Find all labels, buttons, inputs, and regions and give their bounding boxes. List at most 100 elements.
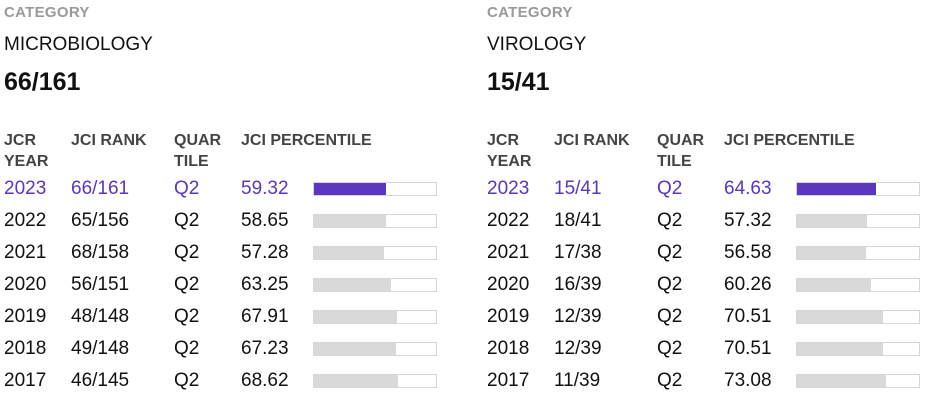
quartile-cell: Q2 xyxy=(657,338,683,359)
header-jcr-year: JCR YEAR xyxy=(487,132,532,170)
year-cell: 2023 xyxy=(4,178,47,199)
percentile-cell: 70.51 xyxy=(724,306,772,327)
percentile-bar-fill xyxy=(797,311,884,323)
percentile-bar-fill xyxy=(797,247,867,259)
percentile-bar-fill xyxy=(797,215,867,227)
category-panel-virology: CATEGORY VIROLOGY 15/41 JCR YEAR JCI RAN… xyxy=(487,0,927,400)
table-row: 2017 11/39 Q2 73.08 xyxy=(487,366,927,398)
quartile-cell: Q2 xyxy=(657,242,683,263)
quartile-cell: Q2 xyxy=(657,274,683,295)
year-cell: 2018 xyxy=(4,338,47,359)
rank-table-rows: 2023 66/161 Q2 59.32 2022 65/156 Q2 58.65 2021 68… xyxy=(4,174,444,398)
table-row: 2019 12/39 Q2 70.51 xyxy=(487,302,927,334)
category-rank: 66/161 xyxy=(4,68,81,96)
percentile-bar xyxy=(313,310,437,324)
rank-cell: 12/39 xyxy=(554,306,602,327)
quartile-cell: Q2 xyxy=(657,306,683,327)
percentile-bar-fill xyxy=(797,279,871,291)
table-row: 2020 56/151 Q2 63.25 xyxy=(4,270,444,302)
header-jci-rank: JCI RANK xyxy=(71,132,147,149)
quartile-cell: Q2 xyxy=(174,274,200,295)
header-jci-percentile: JCI PERCENTILE xyxy=(724,132,855,149)
percentile-bar xyxy=(313,246,437,260)
category-label: CATEGORY xyxy=(4,4,90,21)
percentile-cell: 59.32 xyxy=(241,178,289,199)
table-row: 2021 68/158 Q2 57.28 xyxy=(4,238,444,270)
percentile-bar xyxy=(313,342,437,356)
percentile-bar xyxy=(313,374,437,388)
year-cell: 2018 xyxy=(487,338,530,359)
quartile-cell: Q2 xyxy=(174,370,200,391)
table-row: 2023 15/41 Q2 64.63 xyxy=(487,174,927,206)
rank-cell: 17/38 xyxy=(554,242,602,263)
table-row: 2018 49/148 Q2 67.23 xyxy=(4,334,444,366)
rank-cell: 12/39 xyxy=(554,338,602,359)
year-cell: 2019 xyxy=(487,306,530,327)
percentile-cell: 56.58 xyxy=(724,242,772,263)
rank-cell: 18/41 xyxy=(554,210,602,231)
table-row: 2019 48/148 Q2 67.91 xyxy=(4,302,444,334)
year-cell: 2023 xyxy=(487,178,530,199)
percentile-cell: 68.62 xyxy=(241,370,289,391)
header-quartile: QUARTILE xyxy=(174,132,222,170)
table-row: 2022 65/156 Q2 58.65 xyxy=(4,206,444,238)
category-rank: 15/41 xyxy=(487,68,550,96)
percentile-cell: 63.25 xyxy=(241,274,289,295)
table-row: 2020 16/39 Q2 60.26 xyxy=(487,270,927,302)
rank-cell: 11/39 xyxy=(554,370,601,391)
header-jci-rank: JCI RANK xyxy=(554,132,630,149)
percentile-cell: 67.91 xyxy=(241,306,289,327)
percentile-bar-fill xyxy=(314,343,397,355)
quartile-cell: Q2 xyxy=(657,178,683,199)
quartile-cell: Q2 xyxy=(174,338,200,359)
header-jci-percentile: JCI PERCENTILE xyxy=(241,132,372,149)
header-jcr-year: JCR YEAR xyxy=(4,132,49,170)
rank-cell: 68/158 xyxy=(71,242,130,263)
percentile-cell: 57.32 xyxy=(724,210,772,231)
rank-cell: 16/39 xyxy=(554,274,602,295)
table-row: 2017 46/145 Q2 68.62 xyxy=(4,366,444,398)
category-name: VIROLOGY xyxy=(487,34,587,55)
percentile-cell: 67.23 xyxy=(241,338,289,359)
percentile-cell: 73.08 xyxy=(724,370,772,391)
percentile-bar-fill xyxy=(797,343,884,355)
table-row: 2018 12/39 Q2 70.51 xyxy=(487,334,927,366)
year-cell: 2017 xyxy=(4,370,47,391)
percentile-bar-fill xyxy=(314,311,397,323)
percentile-bar xyxy=(796,374,920,388)
rank-table-rows: 2023 15/41 Q2 64.63 2022 18/41 Q2 57.32 2021 17/3… xyxy=(487,174,927,398)
rank-cell: 65/156 xyxy=(71,210,130,231)
percentile-bar xyxy=(796,214,920,228)
percentile-bar-fill xyxy=(314,375,398,387)
percentile-bar xyxy=(796,182,920,196)
rank-cell: 15/41 xyxy=(554,178,602,199)
table-row: 2022 18/41 Q2 57.32 xyxy=(487,206,927,238)
quartile-cell: Q2 xyxy=(174,242,200,263)
percentile-bar-fill xyxy=(797,375,887,387)
percentile-bar-fill xyxy=(797,183,876,195)
percentile-cell: 60.26 xyxy=(724,274,772,295)
year-cell: 2021 xyxy=(487,242,530,263)
table-row: 2023 66/161 Q2 59.32 xyxy=(4,174,444,206)
rank-cell: 56/151 xyxy=(71,274,130,295)
percentile-cell: 64.63 xyxy=(724,178,772,199)
year-cell: 2020 xyxy=(4,274,47,295)
percentile-cell: 57.28 xyxy=(241,242,289,263)
percentile-bar-fill xyxy=(314,183,387,195)
quartile-cell: Q2 xyxy=(174,178,200,199)
quartile-cell: Q2 xyxy=(657,210,683,231)
rank-cell: 49/148 xyxy=(71,338,130,359)
percentile-bar xyxy=(313,214,437,228)
category-name: MICROBIOLOGY xyxy=(4,34,153,55)
header-quartile: QUARTILE xyxy=(657,132,705,170)
year-cell: 2020 xyxy=(487,274,530,295)
rank-cell: 46/145 xyxy=(71,370,130,391)
category-panel-microbiology: CATEGORY MICROBIOLOGY 66/161 JCR YEAR JC… xyxy=(4,0,444,400)
percentile-bar xyxy=(313,182,437,196)
rank-cell: 66/161 xyxy=(71,178,130,199)
year-cell: 2017 xyxy=(487,370,530,391)
year-cell: 2022 xyxy=(4,210,47,231)
category-label: CATEGORY xyxy=(487,4,573,21)
percentile-bar xyxy=(796,278,920,292)
quartile-cell: Q2 xyxy=(657,370,683,391)
